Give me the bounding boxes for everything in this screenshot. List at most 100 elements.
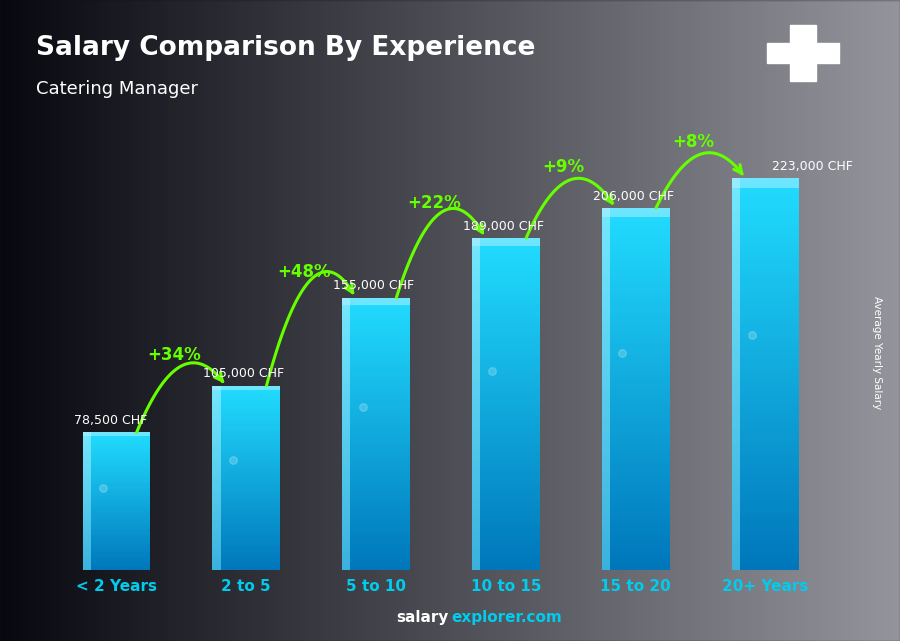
Bar <box>212 497 280 498</box>
Bar <box>472 354 481 357</box>
Bar <box>83 540 150 542</box>
Bar <box>472 537 481 540</box>
Bar <box>472 269 540 271</box>
Bar <box>732 381 799 384</box>
Bar <box>472 371 540 374</box>
Bar <box>342 493 410 495</box>
Bar <box>342 498 350 500</box>
Bar <box>732 443 740 446</box>
Bar <box>732 204 740 208</box>
Text: +8%: +8% <box>672 133 715 151</box>
Bar <box>212 537 280 538</box>
Bar <box>602 377 670 380</box>
Bar <box>212 509 220 510</box>
Bar <box>732 413 740 417</box>
Bar <box>212 518 220 520</box>
Bar <box>732 237 740 240</box>
Bar <box>602 217 670 220</box>
Bar <box>732 508 799 512</box>
Bar <box>732 188 740 191</box>
Bar <box>602 477 610 480</box>
Bar <box>732 472 740 476</box>
Bar <box>602 283 670 287</box>
Bar <box>732 561 740 564</box>
Bar <box>83 567 150 568</box>
Bar <box>212 494 280 495</box>
Text: 155,000 CHF: 155,000 CHF <box>333 279 414 292</box>
Bar <box>212 412 220 413</box>
Bar <box>212 538 280 540</box>
Bar <box>602 244 670 247</box>
Bar <box>342 463 350 466</box>
Bar <box>732 368 799 371</box>
Bar <box>83 469 150 470</box>
Bar <box>342 420 350 423</box>
Bar <box>212 549 280 551</box>
Bar <box>342 532 410 534</box>
Bar <box>732 430 740 433</box>
Bar <box>83 507 150 508</box>
Bar <box>472 265 481 269</box>
Bar <box>342 303 410 304</box>
Bar <box>83 520 91 521</box>
Bar <box>212 463 220 464</box>
Bar <box>602 232 610 235</box>
Bar <box>83 515 91 517</box>
Bar <box>472 440 481 443</box>
Bar <box>212 508 220 509</box>
Bar <box>472 454 540 457</box>
Bar <box>342 468 410 470</box>
Bar <box>732 456 740 460</box>
Bar <box>732 443 799 446</box>
Bar <box>602 510 670 513</box>
Bar <box>732 463 740 466</box>
Bar <box>83 505 91 506</box>
Bar <box>602 417 670 419</box>
Bar <box>602 371 670 374</box>
Bar <box>342 523 410 525</box>
Bar <box>83 455 150 456</box>
Bar <box>732 194 740 197</box>
Bar <box>472 388 481 390</box>
Bar <box>602 329 610 332</box>
Bar <box>342 323 350 325</box>
Bar <box>732 407 740 410</box>
Bar <box>732 217 799 221</box>
Bar <box>212 424 280 426</box>
Bar <box>342 388 410 391</box>
Bar <box>212 551 280 552</box>
Bar <box>602 359 610 362</box>
Bar <box>212 390 220 392</box>
Bar <box>732 211 799 214</box>
Bar <box>732 191 740 194</box>
Bar <box>83 481 91 482</box>
Bar <box>83 543 150 544</box>
Bar <box>342 525 410 528</box>
Bar <box>602 537 610 540</box>
Bar <box>342 525 350 528</box>
Bar <box>472 407 540 410</box>
Bar <box>342 462 410 463</box>
Bar <box>472 556 481 560</box>
Bar <box>732 446 799 449</box>
Bar <box>602 256 670 260</box>
Bar <box>212 456 280 458</box>
Bar <box>83 485 150 487</box>
Bar <box>212 418 280 420</box>
Bar <box>472 418 481 421</box>
Bar <box>212 461 220 463</box>
Bar <box>342 513 410 516</box>
Bar <box>602 477 670 480</box>
Bar <box>602 253 670 256</box>
Bar <box>83 556 150 558</box>
Bar <box>83 485 91 487</box>
Bar <box>83 479 150 481</box>
Bar <box>472 327 540 329</box>
Bar <box>732 541 740 544</box>
Bar <box>83 468 91 469</box>
Bar <box>212 412 280 413</box>
Bar <box>472 562 540 565</box>
Bar <box>472 523 540 526</box>
Bar <box>342 434 410 437</box>
Bar <box>472 294 540 296</box>
